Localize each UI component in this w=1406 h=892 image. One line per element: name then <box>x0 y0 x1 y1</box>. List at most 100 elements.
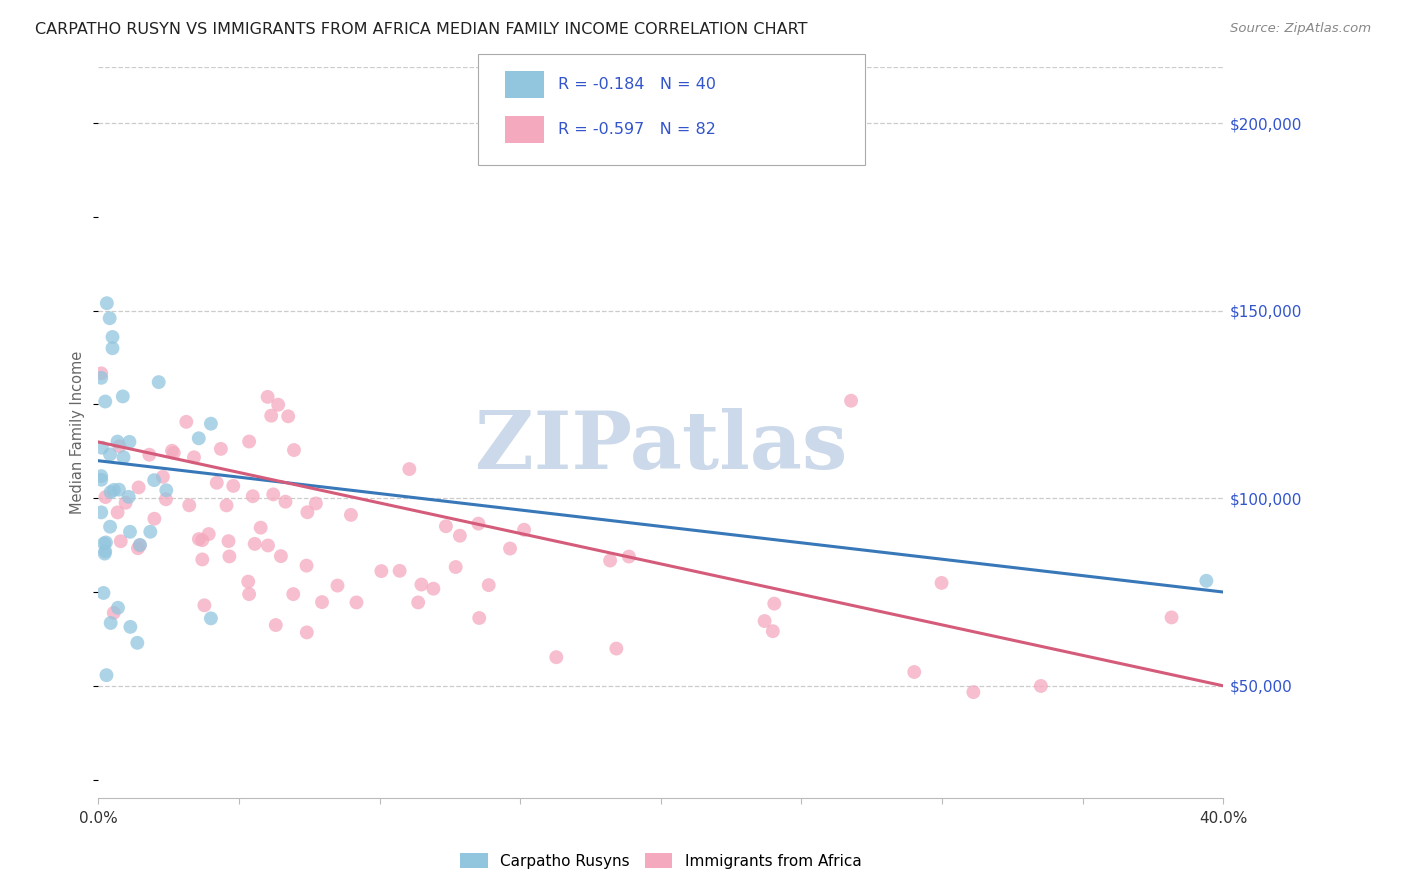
Point <box>107 600 129 615</box>
Point <box>111 389 134 403</box>
Point <box>209 442 232 456</box>
Point <box>191 533 214 548</box>
Point <box>931 576 953 591</box>
Point <box>118 490 141 504</box>
Point <box>264 618 287 632</box>
Point <box>148 375 170 389</box>
Point <box>297 505 319 519</box>
Point <box>256 390 278 404</box>
Point <box>326 578 349 592</box>
Point <box>112 450 135 465</box>
Point <box>434 519 457 533</box>
Point <box>449 529 471 543</box>
Point <box>110 534 132 549</box>
Point <box>114 496 136 510</box>
Point <box>283 587 305 601</box>
Point <box>962 685 984 699</box>
Point <box>183 450 205 465</box>
Point <box>193 599 215 613</box>
Point <box>243 537 266 551</box>
Point <box>90 505 112 519</box>
Point <box>839 393 862 408</box>
Point <box>305 496 328 510</box>
Point <box>200 611 222 625</box>
Point <box>94 544 117 558</box>
Point <box>406 595 429 609</box>
Point <box>96 296 118 310</box>
Point <box>90 367 112 381</box>
Point <box>98 311 121 326</box>
Point <box>101 330 124 344</box>
Point <box>128 538 150 552</box>
Point <box>200 417 222 431</box>
Text: R = -0.597   N = 82: R = -0.597 N = 82 <box>558 122 716 136</box>
Point <box>270 549 292 563</box>
Point <box>100 485 122 500</box>
Point <box>93 586 115 600</box>
Point <box>295 625 318 640</box>
Point <box>513 523 536 537</box>
Point <box>238 587 260 601</box>
Point <box>103 606 125 620</box>
Point <box>127 636 149 650</box>
Point <box>215 499 238 513</box>
Point <box>238 434 260 449</box>
Point <box>90 473 112 487</box>
Text: R = -0.184   N = 40: R = -0.184 N = 40 <box>558 78 716 92</box>
Point <box>262 487 284 501</box>
Point <box>98 447 121 461</box>
Point <box>90 441 112 455</box>
Point <box>398 462 420 476</box>
Point <box>444 560 467 574</box>
Text: Source: ZipAtlas.com: Source: ZipAtlas.com <box>1230 22 1371 36</box>
Point <box>93 547 115 561</box>
Point <box>1195 574 1218 588</box>
Point <box>176 415 198 429</box>
Point <box>94 490 117 504</box>
Point <box>139 524 162 539</box>
Point <box>98 519 121 533</box>
Point <box>754 614 776 628</box>
Point <box>128 480 150 494</box>
Point <box>260 409 283 423</box>
Point <box>187 431 209 445</box>
Point <box>129 538 152 552</box>
Point <box>90 469 112 483</box>
Point <box>93 536 115 550</box>
Point <box>763 597 786 611</box>
Text: CARPATHO RUSYN VS IMMIGRANTS FROM AFRICA MEDIAN FAMILY INCOME CORRELATION CHART: CARPATHO RUSYN VS IMMIGRANTS FROM AFRICA… <box>35 22 807 37</box>
Y-axis label: Median Family Income: Median Family Income <box>70 351 86 515</box>
Point <box>179 498 201 512</box>
Point <box>108 439 131 453</box>
Point <box>478 578 501 592</box>
Point <box>546 650 568 665</box>
Point <box>107 434 129 449</box>
Point <box>218 534 240 549</box>
Point <box>340 508 363 522</box>
Point <box>257 539 280 553</box>
Point <box>163 446 186 460</box>
Point <box>499 541 522 556</box>
Point <box>605 641 627 656</box>
Point <box>155 483 177 498</box>
Point <box>101 341 124 355</box>
Point <box>138 448 160 462</box>
Point <box>422 582 444 596</box>
Point <box>295 558 318 573</box>
Point <box>120 620 142 634</box>
Point <box>346 595 368 609</box>
Point <box>100 615 122 630</box>
Point <box>218 549 240 564</box>
Point <box>467 516 489 531</box>
Point <box>103 483 125 497</box>
Point <box>274 494 297 508</box>
Point <box>1029 679 1052 693</box>
Point <box>468 611 491 625</box>
Point <box>118 434 141 449</box>
Point <box>388 564 411 578</box>
Point <box>143 473 166 487</box>
Point <box>160 443 183 458</box>
Point <box>152 470 174 484</box>
Point <box>249 521 271 535</box>
Point <box>197 527 219 541</box>
